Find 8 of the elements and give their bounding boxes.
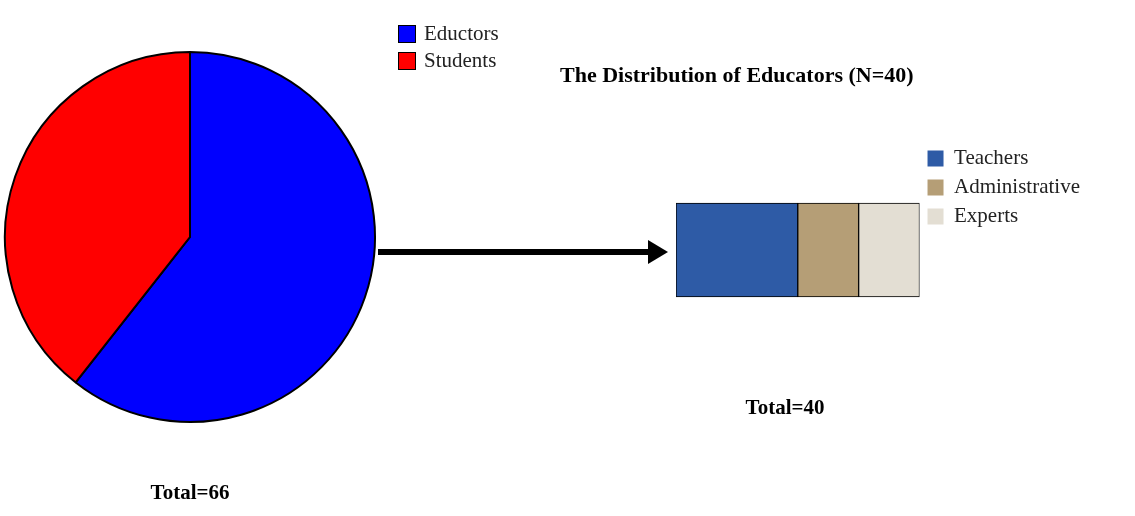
- legend-label: Teachers: [954, 145, 1029, 170]
- text: Total=66: [149, 480, 231, 505]
- legend-label: Students: [424, 47, 497, 74]
- text: Total=40: [744, 395, 826, 420]
- legend-label: Experts: [954, 203, 1019, 228]
- legend-label: Eductors: [424, 20, 499, 47]
- chart-title: The Distribution of Educators (N=40): [560, 62, 914, 88]
- legend-label: Administrative: [954, 174, 1080, 199]
